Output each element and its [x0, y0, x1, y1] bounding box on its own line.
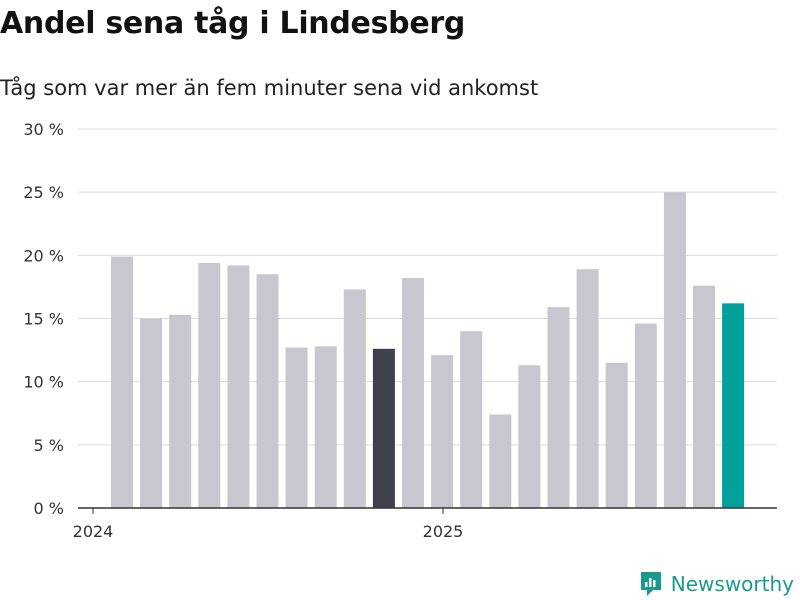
y-tick-label: 25 %	[23, 183, 64, 202]
bar	[169, 314, 192, 508]
bar	[460, 331, 483, 508]
x-tick-label: 2024	[73, 522, 114, 541]
bar	[518, 365, 541, 508]
bar	[343, 289, 366, 508]
bar	[285, 347, 308, 508]
bar	[634, 323, 657, 508]
bar	[547, 307, 570, 508]
y-tick-label: 20 %	[23, 246, 64, 265]
bar	[111, 256, 133, 508]
bar	[605, 362, 628, 508]
bar	[372, 348, 395, 508]
bar	[140, 318, 163, 508]
brand-name: Newsworthy	[670, 572, 794, 596]
bar	[576, 269, 599, 508]
bar	[663, 192, 686, 508]
bar	[693, 285, 715, 508]
bar	[722, 303, 745, 508]
y-tick-label: 0 %	[34, 499, 64, 518]
newsworthy-logo-icon	[640, 572, 661, 596]
bar	[402, 278, 424, 508]
bar	[489, 414, 512, 508]
brand-logo: Newsworthy	[639, 570, 794, 598]
y-tick-label: 30 %	[23, 120, 64, 139]
bar	[227, 265, 250, 508]
chart-title: Andel sena tåg i Lindesberg	[0, 6, 466, 41]
bar	[256, 274, 279, 508]
y-tick-label: 10 %	[23, 373, 64, 392]
y-tick-label: 15 %	[23, 310, 64, 329]
bar	[198, 262, 221, 508]
chart-subtitle: Tåg som var mer än fem minuter sena vid …	[0, 76, 539, 100]
bar	[431, 355, 454, 508]
x-tick-label: 2025	[423, 522, 464, 541]
bar	[314, 346, 337, 508]
y-tick-label: 5 %	[34, 436, 64, 455]
